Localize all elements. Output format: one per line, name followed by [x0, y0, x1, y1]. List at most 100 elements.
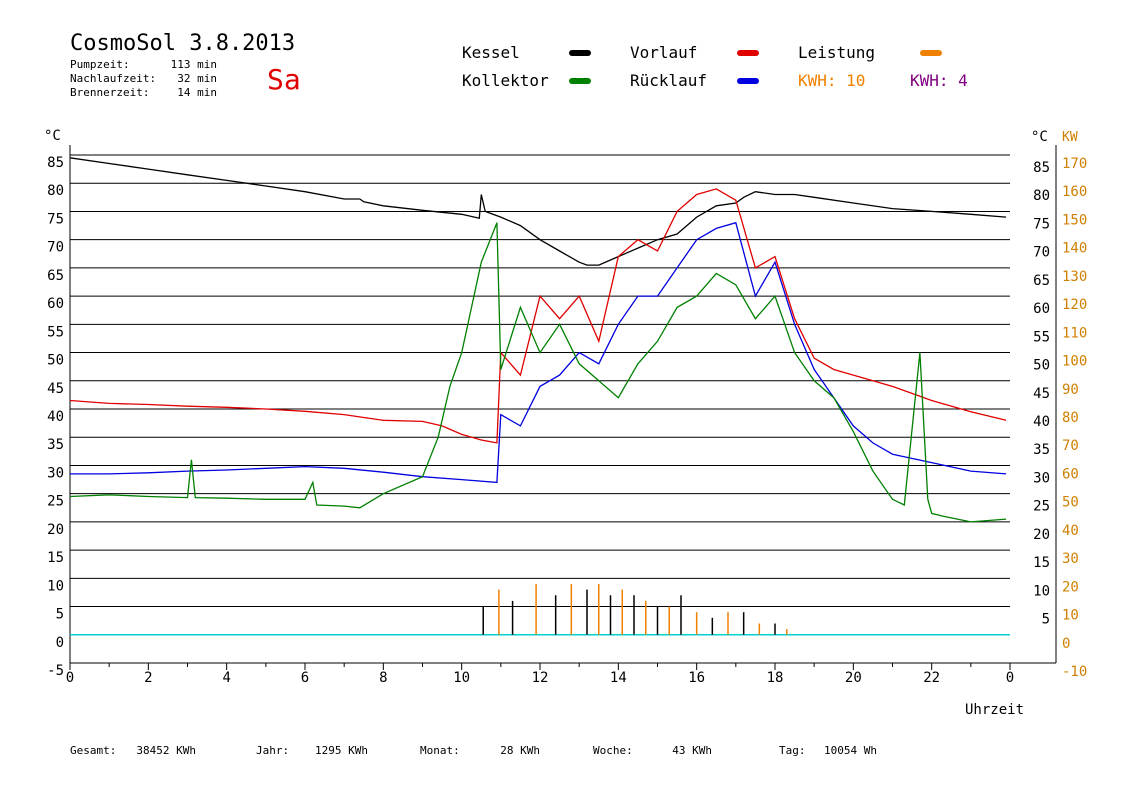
y-axis-unit-left: °C	[44, 128, 61, 144]
x-tick-label: 20	[845, 670, 862, 686]
y-tick-label-left: 5	[56, 607, 64, 623]
y-tick-label-left: 50	[47, 353, 64, 369]
y-tick-label-right: 30	[1033, 470, 1050, 486]
y-tick-label-kw: 120	[1062, 297, 1087, 313]
legend-label: Kollektor	[462, 71, 549, 90]
stat-value: 32 min	[177, 72, 217, 85]
x-tick-label: 2	[144, 670, 152, 686]
y-tick-label-left: 10	[47, 578, 64, 594]
y-tick-label-kw: 160	[1062, 184, 1087, 200]
stat-value: 113 min	[171, 58, 217, 71]
x-axis-label: Uhrzeit	[965, 702, 1024, 718]
y-tick-label-kw: 100	[1062, 354, 1087, 370]
y-tick-label-right: 60	[1033, 301, 1050, 317]
x-tick-label: 0	[66, 670, 74, 686]
y-tick-label-left: 65	[47, 268, 64, 284]
chart-title: CosmoSol 3.8.2013	[70, 31, 295, 56]
y-tick-label-kw: 150	[1062, 212, 1087, 228]
footer-value: 38452 KWh	[136, 744, 196, 757]
footer-value: 10054 Wh	[824, 744, 877, 757]
footer-label: Gesamt:	[70, 744, 116, 757]
x-tick-label: 18	[767, 670, 784, 686]
y-axis-unit-kw: KW	[1062, 130, 1078, 145]
series-kollektor-line	[69, 222, 1007, 523]
legend-label: Rücklauf	[630, 71, 707, 90]
y-tick-label-kw: 20	[1062, 579, 1079, 595]
series-kessel-line	[69, 157, 1007, 266]
chart-tick-labels: 0 2 4 6 8 10 12 14 16 18 20 22 085807570656055504540…	[47, 155, 1087, 686]
footer-label: Monat:	[420, 744, 460, 757]
y-tick-label-kw: 90	[1062, 382, 1079, 398]
x-tick-label: 4	[222, 670, 230, 686]
y-tick-label-right: 35	[1033, 442, 1050, 458]
x-tick-label: 10	[453, 670, 470, 686]
stat-label: Brennerzeit:	[70, 86, 149, 99]
stat-label: Nachlaufzeit:	[70, 72, 156, 85]
y-tick-label-right: 75	[1033, 216, 1050, 232]
y-tick-label-right: 5	[1042, 612, 1050, 628]
x-tick-label: 14	[610, 670, 627, 686]
y-tick-label-kw: 10	[1062, 608, 1079, 624]
y-tick-label-left: 30	[47, 465, 64, 481]
y-tick-label-kw: 80	[1062, 410, 1079, 426]
y-tick-label-left: 0	[56, 635, 64, 651]
weekday-label: Sa	[267, 63, 301, 96]
y-tick-label-left: 25	[47, 494, 64, 510]
x-tick-label: 12	[532, 670, 549, 686]
y-tick-label-left: 45	[47, 381, 64, 397]
y-tick-label-kw: -10	[1062, 664, 1087, 680]
y-tick-label-left: 75	[47, 211, 64, 227]
chart-series	[69, 157, 1010, 636]
footer-value: 43 KWh	[672, 744, 712, 757]
y-tick-label-left: 60	[47, 296, 64, 312]
y-tick-label-left: 40	[47, 409, 64, 425]
stat-label: Pumpzeit:	[70, 58, 130, 71]
y-tick-label-right: 80	[1033, 188, 1050, 204]
x-tick-label: 16	[688, 670, 705, 686]
y-tick-label-kw: 40	[1062, 523, 1079, 539]
y-tick-label-right: 45	[1033, 386, 1050, 402]
x-tick-label: 8	[379, 670, 387, 686]
y-tick-label-kw: 130	[1062, 269, 1087, 285]
y-tick-label-right: 65	[1033, 273, 1050, 289]
legend-label: Vorlauf	[630, 43, 697, 62]
y-tick-label-kw: 30	[1062, 551, 1079, 567]
stat-value: 14 min	[177, 86, 217, 99]
y-tick-label-right: 15	[1033, 555, 1050, 571]
x-tick-label: 6	[301, 670, 309, 686]
y-tick-label-left: 85	[47, 155, 64, 171]
legend-label: Kessel	[462, 43, 520, 62]
kwh-secondary: KWH: 4	[910, 71, 968, 90]
footer-label: Tag:	[779, 744, 806, 757]
legend-label: Leistung	[798, 43, 875, 62]
y-tick-label-left: 70	[47, 240, 64, 256]
y-tick-label-left: 20	[47, 522, 64, 538]
series-vorlauf-line	[69, 188, 1007, 444]
y-tick-label-left: 15	[47, 550, 64, 566]
footer-label: Woche:	[593, 744, 633, 757]
y-tick-label-kw: 60	[1062, 466, 1079, 482]
x-tick-label: 0	[1006, 670, 1014, 686]
y-tick-label-kw: 50	[1062, 495, 1079, 511]
footer-value: 28 KWh	[500, 744, 540, 757]
y-tick-label-kw: 110	[1062, 325, 1087, 341]
y-axis-unit-right: °C	[1031, 129, 1048, 145]
y-tick-label-right: 25	[1033, 499, 1050, 515]
y-tick-label-kw: 170	[1062, 156, 1087, 172]
x-tick-label: 22	[923, 670, 940, 686]
y-tick-label-left: 80	[47, 183, 64, 199]
y-tick-label-left: 55	[47, 324, 64, 340]
y-tick-label-right: 55	[1033, 329, 1050, 345]
y-tick-label-right: 20	[1033, 527, 1050, 543]
y-tick-label-left: -5	[47, 663, 64, 679]
y-tick-label-kw: 0	[1062, 636, 1070, 652]
y-tick-label-left: 35	[47, 437, 64, 453]
y-tick-label-kw: 140	[1062, 241, 1087, 257]
y-tick-label-kw: 70	[1062, 438, 1079, 454]
kwh-leistung: KWH: 10	[798, 71, 865, 90]
y-tick-label-right: 50	[1033, 358, 1050, 374]
y-tick-label-right: 10	[1033, 583, 1050, 599]
chart-texts: °C °C KW Uhrzeit CosmoSol 3.8.2013 Sa Pumpzeit…	[44, 31, 1078, 757]
y-tick-label-right: 70	[1033, 245, 1050, 261]
